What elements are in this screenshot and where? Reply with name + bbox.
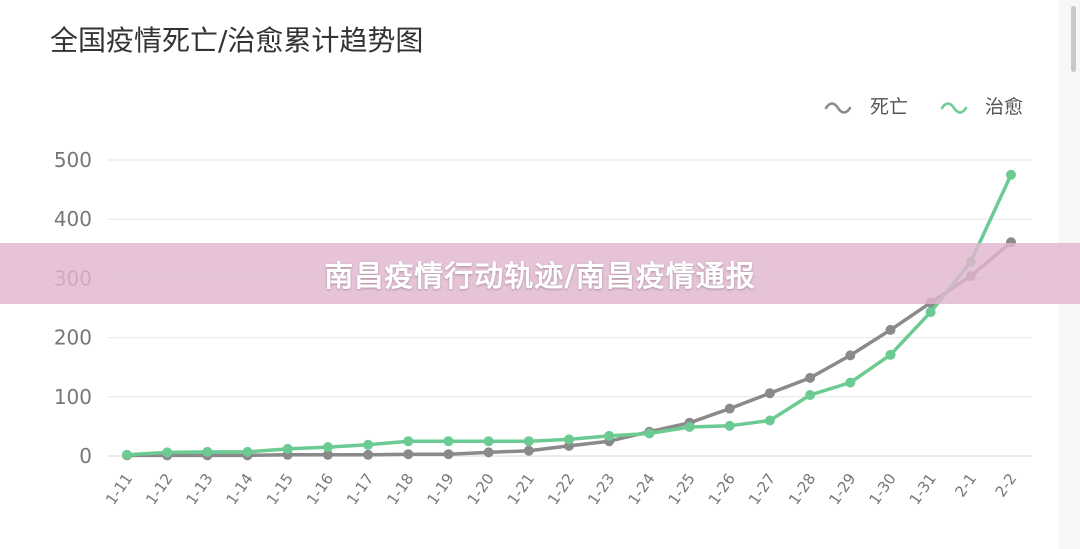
data-point-death[interactable] bbox=[885, 324, 896, 335]
data-point-cured[interactable] bbox=[644, 428, 655, 439]
chart-title: 全国疫情死亡/治愈累计趋势图 bbox=[50, 24, 423, 57]
x-tick-label: 1-31 bbox=[906, 470, 940, 508]
data-point-cured[interactable] bbox=[162, 447, 173, 458]
data-point-cured[interactable] bbox=[1006, 169, 1016, 180]
x-tick-label: 1-17 bbox=[343, 470, 377, 508]
x-tick-label: 1-12 bbox=[142, 470, 176, 508]
data-point-cured[interactable] bbox=[202, 446, 213, 457]
data-point-cured[interactable] bbox=[363, 439, 374, 450]
data-point-death[interactable] bbox=[845, 350, 856, 361]
x-tick-label: 1-19 bbox=[423, 470, 457, 508]
x-tick-label: 1-24 bbox=[624, 470, 658, 508]
data-point-death[interactable] bbox=[363, 449, 374, 460]
data-point-cured[interactable] bbox=[523, 436, 534, 447]
data-point-cured[interactable] bbox=[925, 307, 936, 318]
data-point-cured[interactable] bbox=[322, 442, 333, 453]
x-tick-label: 1-13 bbox=[182, 470, 216, 508]
data-point-cured[interactable] bbox=[604, 430, 615, 441]
x-tick-label: 1-23 bbox=[584, 470, 618, 508]
x-tick-label: 1-11 bbox=[102, 470, 136, 508]
legend[interactable]: 死亡 治愈 bbox=[824, 96, 1023, 118]
y-tick-label: 500 bbox=[54, 148, 92, 172]
data-point-death[interactable] bbox=[483, 447, 494, 458]
data-point-cured[interactable] bbox=[805, 390, 816, 400]
y-tick-label: 200 bbox=[54, 326, 92, 350]
y-tick-label: 0 bbox=[79, 444, 92, 468]
scrollbar-thumb[interactable] bbox=[1071, 6, 1076, 72]
legend-cured-label: 治愈 bbox=[985, 96, 1023, 118]
x-tick-label: 1-30 bbox=[865, 470, 899, 508]
x-tick-label: 1-16 bbox=[303, 470, 337, 508]
y-tick-label: 400 bbox=[54, 207, 92, 231]
legend-item-cured[interactable]: 治愈 bbox=[940, 96, 1023, 118]
legend-cured-wave-icon bbox=[940, 102, 968, 114]
data-point-death[interactable] bbox=[322, 449, 333, 460]
x-tick-label: 1-22 bbox=[544, 470, 578, 508]
data-point-cured[interactable] bbox=[885, 349, 896, 360]
legend-death-label: 死亡 bbox=[870, 96, 908, 118]
data-point-cured[interactable] bbox=[403, 436, 414, 447]
data-point-cured[interactable] bbox=[282, 443, 293, 454]
x-tick-label: 1-29 bbox=[825, 470, 859, 508]
data-point-death[interactable] bbox=[724, 403, 735, 414]
data-point-cured[interactable] bbox=[845, 377, 856, 388]
data-point-cured[interactable] bbox=[122, 449, 132, 460]
x-tick-label: 2-1 bbox=[951, 470, 980, 500]
data-point-cured[interactable] bbox=[724, 420, 735, 431]
data-point-cured[interactable] bbox=[564, 434, 574, 445]
x-tick-label: 1-26 bbox=[705, 470, 739, 508]
data-point-cured[interactable] bbox=[242, 446, 253, 457]
x-tick-label: 1-20 bbox=[464, 470, 498, 508]
data-point-cured[interactable] bbox=[764, 415, 775, 426]
x-tick-label: 2-2 bbox=[991, 470, 1020, 500]
data-point-death[interactable] bbox=[403, 449, 414, 460]
banner-overlay: 南昌疫情行动轨迹/南昌疫情通报 bbox=[0, 243, 1080, 304]
x-tick-label: 1-28 bbox=[785, 470, 819, 508]
x-tick-label: 1-18 bbox=[383, 470, 417, 508]
x-tick-label: 1-15 bbox=[263, 470, 297, 508]
banner-text: 南昌疫情行动轨迹/南昌疫情通报 bbox=[324, 258, 756, 293]
legend-death-wave-icon bbox=[824, 102, 852, 114]
x-tick-label: 1-21 bbox=[504, 470, 538, 508]
data-point-death[interactable] bbox=[523, 445, 534, 456]
data-point-cured[interactable] bbox=[483, 436, 494, 447]
data-point-death[interactable] bbox=[805, 372, 816, 383]
x-tick-label: 1-27 bbox=[745, 470, 779, 508]
x-tick-label: 1-14 bbox=[223, 470, 257, 508]
data-point-death[interactable] bbox=[443, 449, 454, 460]
data-point-cured[interactable] bbox=[443, 436, 454, 447]
x-tick-label: 1-25 bbox=[665, 470, 699, 508]
y-tick-label: 100 bbox=[54, 385, 92, 409]
legend-item-death[interactable]: 死亡 bbox=[824, 96, 908, 118]
data-point-death[interactable] bbox=[764, 388, 775, 399]
data-point-cured[interactable] bbox=[684, 422, 695, 432]
series-line-cured bbox=[126, 174, 1013, 457]
